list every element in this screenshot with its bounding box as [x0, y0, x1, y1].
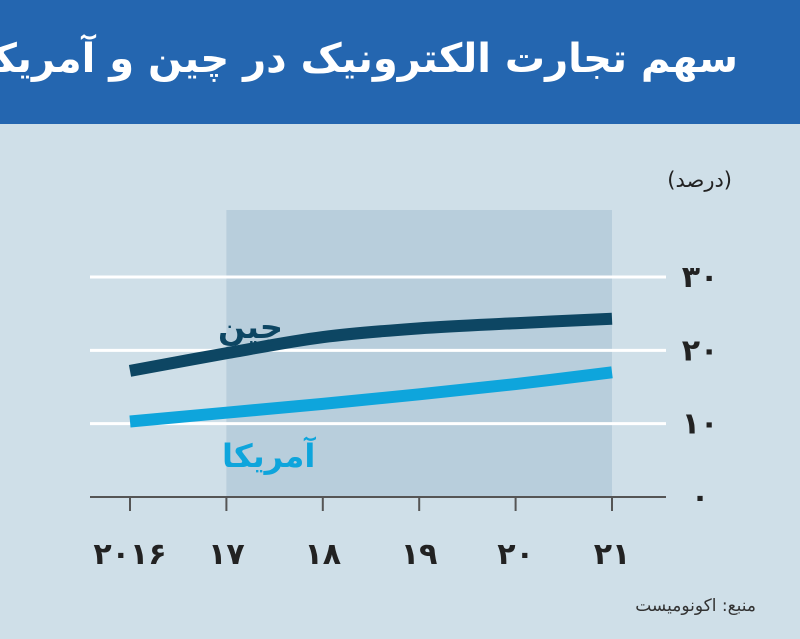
x-tick-labels: ۲۰۱۶ ۱۷ ۱۸ ۱۹ ۲۰ ۲۱ — [93, 537, 630, 572]
unit-label: (درصد) — [667, 168, 732, 192]
x-ticks — [129, 497, 613, 511]
x-tick-label-2020: ۲۰ — [497, 537, 534, 572]
x-tick-label-2018: ۱۸ — [304, 537, 341, 572]
y-tick-label-10: ۱۰ — [682, 407, 719, 442]
line-chart: ۲۰۱۶ ۱۷ ۱۸ ۱۹ ۲۰ ۲۱ ۰ ۱۰ ۲۰ ۳۰ چین آمریکا — [90, 210, 719, 572]
series-lines — [128, 312, 613, 428]
x-tick-label-2017: ۱۷ — [208, 537, 245, 572]
y-tick-label-20: ۲۰ — [682, 333, 719, 368]
series-line-1 — [129, 366, 613, 428]
x-tick-label-2019: ۱۹ — [401, 537, 438, 572]
series-label-1: آمریکا — [222, 436, 316, 475]
series-label-0: چین — [218, 308, 283, 346]
x-tick-label-2021: ۲۱ — [594, 537, 631, 572]
y-tick-label-30: ۳۰ — [682, 260, 719, 295]
y-tick-label-0: ۰ — [691, 480, 709, 515]
chart-title: سهم تجارت الکترونیک در چین و آمریکا — [0, 36, 738, 82]
x-tick-label-2016: ۲۰۱۶ — [93, 537, 166, 572]
y-tick-labels: ۰ ۱۰ ۲۰ ۳۰ — [682, 260, 719, 515]
series-labels: چین آمریکا — [218, 308, 316, 475]
source-note: منبع: اکونومیست — [635, 596, 756, 616]
gridlines — [90, 275, 666, 426]
header-bar: سهم تجارت الکترونیک در چین و آمریکا — [0, 0, 800, 124]
series-line-0 — [128, 312, 613, 377]
shaded-forecast-region — [226, 210, 612, 497]
